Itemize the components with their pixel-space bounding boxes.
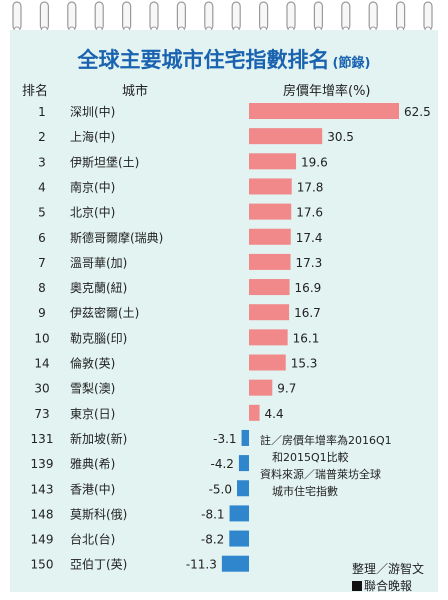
data-bar xyxy=(249,153,297,170)
rank-label: 139 xyxy=(31,457,54,471)
value-label: 17.8 xyxy=(297,180,324,194)
data-bar xyxy=(249,354,286,371)
rank-label: 4 xyxy=(38,180,46,194)
note-line-1: 註／房價年增率為2016Q1 xyxy=(260,434,392,447)
rank-label: 1 xyxy=(38,105,46,119)
data-bar xyxy=(229,530,249,547)
data-bar xyxy=(221,555,249,572)
data-bar xyxy=(249,103,399,119)
chart-subtitle: (節錄) xyxy=(332,56,371,71)
square-icon xyxy=(352,581,362,591)
value-label: -8.1 xyxy=(201,507,224,521)
rank-label: 14 xyxy=(34,357,49,371)
data-bar xyxy=(249,203,292,220)
note-line-3: 資料來源／瑞普萊坊全球 xyxy=(260,468,381,481)
chart-title: 全球主要城市住宅指數排名 xyxy=(77,48,330,72)
data-bar xyxy=(238,455,249,472)
rank-label: 5 xyxy=(38,206,46,220)
data-bar xyxy=(249,404,260,421)
city-label: 新加坡(新) xyxy=(70,431,127,446)
note-line-2: 和2015Q1比較 xyxy=(272,451,349,464)
value-label: -3.1 xyxy=(213,432,236,446)
chart-panel xyxy=(10,30,438,592)
city-label: 東京(日) xyxy=(70,407,115,421)
city-label: 雅典(希) xyxy=(70,456,115,471)
rank-label: 30 xyxy=(34,382,49,396)
city-label: 北京(中) xyxy=(70,205,115,220)
value-label: 62.5 xyxy=(404,105,431,119)
rank-label: 9 xyxy=(38,306,46,320)
header-value: 房價年增率(%) xyxy=(283,84,371,99)
value-label: 17.6 xyxy=(296,206,323,220)
rank-label: 3 xyxy=(38,155,46,169)
city-label: 伊斯坦堡(土) xyxy=(70,154,139,169)
note-line-4: 城市住宅指數 xyxy=(272,485,338,498)
value-label: 16.7 xyxy=(294,306,321,320)
city-label: 莫斯科(俄) xyxy=(70,507,127,521)
data-bar xyxy=(249,279,290,296)
value-label: 16.9 xyxy=(295,281,322,295)
value-label: -11.3 xyxy=(186,558,217,572)
header-city: 城市 xyxy=(122,84,149,99)
city-label: 伊茲密爾(土) xyxy=(70,305,139,320)
credit-author: 整理／游智文 xyxy=(352,562,425,576)
data-bar xyxy=(249,128,323,145)
data-bar xyxy=(249,379,273,396)
value-label: 19.6 xyxy=(301,155,328,169)
rank-label: 8 xyxy=(38,281,46,295)
data-bar xyxy=(249,329,288,346)
data-bar xyxy=(249,304,290,321)
credit-paper-wrap: 聯合晚報 xyxy=(352,577,412,594)
data-bar xyxy=(237,480,249,497)
data-bar xyxy=(249,228,291,245)
value-label: 4.4 xyxy=(265,407,284,421)
value-label: 16.1 xyxy=(293,331,320,345)
city-label: 上海(中) xyxy=(70,129,115,144)
city-label: 香港(中) xyxy=(70,481,115,496)
data-bar xyxy=(229,505,249,522)
data-bar xyxy=(249,253,291,270)
city-label: 斯德哥爾摩(瑞典) xyxy=(70,230,163,245)
header-rank: 排名 xyxy=(22,84,49,99)
value-label: -8.2 xyxy=(201,533,224,547)
city-label: 深圳(中) xyxy=(70,104,115,119)
rank-label: 143 xyxy=(31,482,54,496)
city-label: 溫哥華(加) xyxy=(70,256,127,270)
value-label: -5.0 xyxy=(209,482,232,496)
rank-label: 73 xyxy=(34,407,49,421)
rank-label: 150 xyxy=(31,558,54,572)
rank-label: 131 xyxy=(31,432,54,446)
city-label: 台北(台) xyxy=(70,532,115,547)
value-label: 30.5 xyxy=(327,130,354,144)
rank-label: 6 xyxy=(38,231,46,245)
rank-label: 10 xyxy=(34,331,49,345)
value-label: -4.2 xyxy=(210,457,233,471)
city-label: 亞伯丁(英) xyxy=(70,557,127,572)
city-label: 雪梨(澳) xyxy=(70,382,115,396)
city-label: 勒克腦(印) xyxy=(70,330,127,345)
city-label: 南京(中) xyxy=(70,179,115,194)
value-label: 15.3 xyxy=(291,357,318,371)
value-label: 17.3 xyxy=(296,256,323,270)
rank-label: 149 xyxy=(31,533,54,547)
rank-label: 2 xyxy=(38,130,46,144)
city-label: 奧克蘭(紐) xyxy=(70,281,127,295)
credit-paper: 聯合晚報 xyxy=(364,579,413,593)
value-label: 9.7 xyxy=(277,382,296,396)
rank-label: 7 xyxy=(38,256,46,270)
data-bar xyxy=(241,429,249,446)
value-label: 17.4 xyxy=(296,231,323,245)
city-label: 倫敦(英) xyxy=(70,356,115,371)
rank-label: 148 xyxy=(31,507,54,521)
title-block: 全球主要城市住宅指數排名 (節錄) xyxy=(0,44,448,74)
data-bar xyxy=(249,178,292,195)
